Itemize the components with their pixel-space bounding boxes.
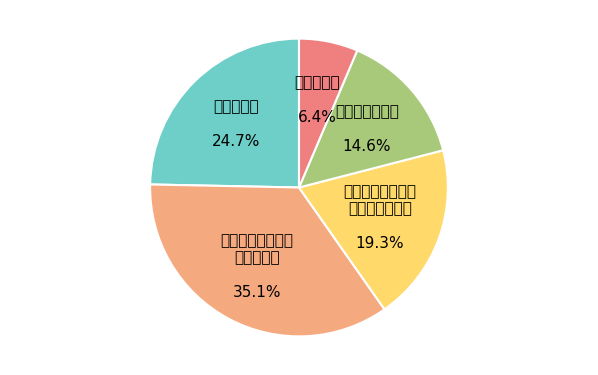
Text: どちらかといえば
利用したくない

19.3%: どちらかといえば 利用したくない 19.3% <box>343 184 417 251</box>
Wedge shape <box>150 39 299 188</box>
Wedge shape <box>299 39 357 188</box>
Text: どちらかといえば
利用したい

35.1%: どちらかといえば 利用したい 35.1% <box>221 233 294 300</box>
Wedge shape <box>299 51 443 188</box>
Text: わからない

6.4%: わからない 6.4% <box>294 75 340 125</box>
Wedge shape <box>150 184 385 336</box>
Wedge shape <box>299 150 448 309</box>
Text: 利用したくない

14.6%: 利用したくない 14.6% <box>335 104 399 154</box>
Text: 利用したい

24.7%: 利用したい 24.7% <box>212 99 261 148</box>
